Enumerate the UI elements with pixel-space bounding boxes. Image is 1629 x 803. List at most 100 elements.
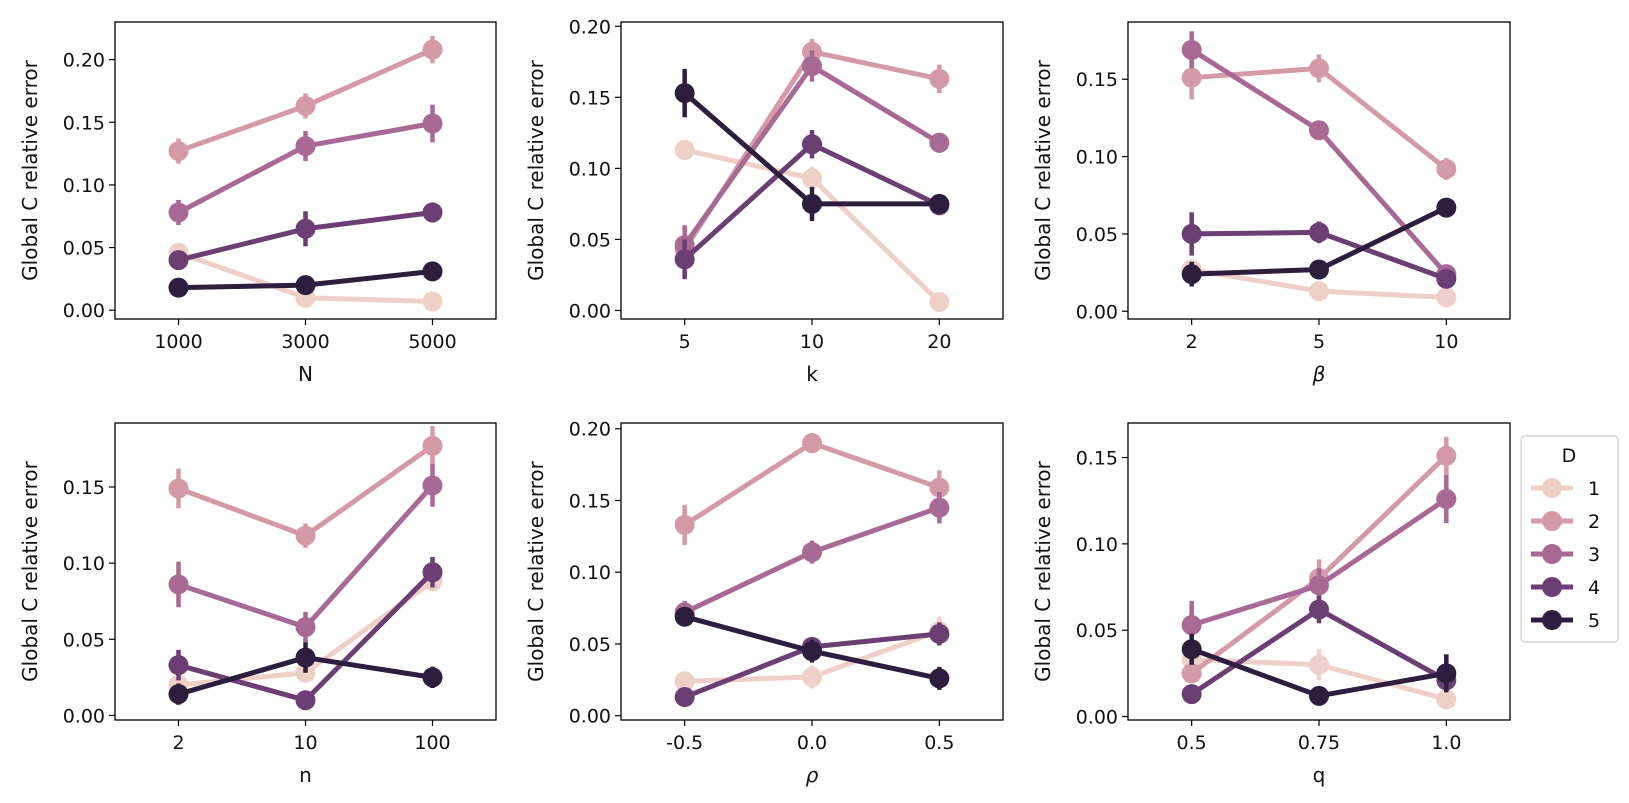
- series-D-2: [674, 433, 950, 545]
- data-point: [422, 435, 443, 456]
- chart-panel-4: 0.00 0.05 0.10 0.15 2 10 100 n Global C relative…: [18, 422, 497, 787]
- y-tick-label: 0.10: [1076, 534, 1118, 556]
- y-tick-label: 0.15: [1076, 69, 1118, 91]
- series-line: [1189, 65, 1449, 172]
- x-tick-label: 5: [1313, 331, 1325, 353]
- series-D-5: [168, 261, 443, 298]
- data-point: [295, 218, 316, 239]
- x-tick-label: 1.0: [1431, 732, 1461, 754]
- series-D-5: [1181, 197, 1457, 287]
- chart-panel-3: 0.00 0.05 0.10 0.15 2 5 10 β Global C relative e…: [1031, 21, 1511, 386]
- series-D-3: [674, 491, 950, 624]
- legend: D1 2 3 4 5: [1520, 435, 1619, 643]
- y-tick-label: 0.05: [63, 238, 105, 260]
- data-point: [422, 562, 443, 583]
- chart-panel-1: 0.00 0.05 0.10 0.15 0.20 1000 3000 5000 N Global …: [18, 21, 497, 386]
- data-point: [674, 514, 695, 535]
- series-D-4: [168, 202, 443, 271]
- data-point: [929, 623, 950, 644]
- data-point: [168, 478, 189, 499]
- legend-entry-4: 4: [1531, 577, 1600, 599]
- y-tick-label: 0.15: [63, 477, 105, 499]
- data-point: [168, 250, 189, 271]
- data-point: [1309, 120, 1329, 141]
- data-point: [168, 655, 189, 676]
- legend-entry-3: 3: [1531, 544, 1600, 566]
- data-point: [1181, 639, 1202, 660]
- x-axis-label: β: [1312, 362, 1326, 386]
- y-tick-label: 0.10: [569, 158, 611, 180]
- data-point: [1181, 264, 1202, 285]
- legend-swatch-marker: [1542, 478, 1562, 498]
- data-point: [1181, 39, 1202, 60]
- y-tick-label: 0.00: [1076, 301, 1118, 323]
- y-tick-label: 0.15: [63, 112, 105, 134]
- y-tick-label: 0.05: [1076, 224, 1118, 246]
- y-tick-label: 0.00: [63, 705, 105, 727]
- data-point: [674, 606, 695, 627]
- y-tick-label: 0.00: [569, 300, 611, 322]
- data-point: [802, 193, 822, 214]
- x-tick-label: 5000: [408, 331, 456, 353]
- x-axis-label: ρ: [806, 763, 819, 787]
- data-point: [422, 39, 443, 60]
- data-point: [802, 542, 822, 563]
- x-tick-label: -0.5: [666, 732, 703, 754]
- data-point: [295, 95, 316, 116]
- legend-title: D: [1562, 445, 1577, 467]
- legend-swatch-marker: [1542, 610, 1562, 630]
- data-point: [1309, 575, 1329, 596]
- series-D-5: [1181, 633, 1457, 706]
- x-tick-label: 10: [800, 331, 824, 353]
- data-point: [422, 475, 443, 496]
- y-tick-label: 0.20: [569, 419, 611, 441]
- y-tick-label: 0.05: [1076, 620, 1118, 642]
- data-point: [168, 141, 189, 162]
- y-axis-label: Global C relative error: [1031, 59, 1055, 280]
- data-point: [295, 690, 316, 711]
- data-point: [1181, 663, 1202, 684]
- y-tick-label: 0.00: [569, 706, 611, 728]
- data-point: [1309, 281, 1329, 302]
- data-point: [1436, 689, 1457, 710]
- data-point: [1309, 58, 1329, 79]
- x-tick-label: 10: [1434, 331, 1458, 353]
- data-point: [422, 667, 443, 688]
- x-axis-label: N: [298, 362, 313, 386]
- data-point: [929, 132, 950, 153]
- data-point: [1309, 654, 1329, 675]
- legend-swatch-marker: [1542, 511, 1562, 531]
- data-point: [1436, 445, 1457, 466]
- x-tick-label: 20: [927, 331, 951, 353]
- x-tick-label: 0.5: [1177, 732, 1207, 754]
- data-point: [295, 136, 316, 157]
- series-D-3: [168, 464, 443, 643]
- legend-entry-5: 5: [1531, 610, 1600, 632]
- series-D-5: [674, 68, 950, 221]
- x-axis-label: n: [299, 763, 312, 787]
- y-axis-label: Global C relative error: [18, 460, 42, 681]
- chart-panel-5: 0.00 0.05 0.10 0.15 0.20 -0.5 0.0 0.5 ρ Global C …: [524, 419, 1004, 787]
- x-tick-label: 100: [414, 732, 450, 754]
- series-D-2: [168, 426, 443, 548]
- y-tick-label: 0.20: [63, 50, 105, 72]
- chart-panel-6: 0.00 0.05 0.10 0.15 0.5 0.75 1.0 q Global C rela…: [1031, 422, 1511, 787]
- data-point: [802, 641, 822, 662]
- data-point: [1181, 67, 1202, 88]
- y-axis-label: Global C relative error: [18, 59, 42, 280]
- data-point: [1181, 684, 1202, 705]
- data-point: [168, 574, 189, 595]
- data-point: [929, 497, 950, 518]
- y-axis-label: Global C relative error: [1031, 460, 1055, 681]
- data-point: [168, 277, 189, 298]
- x-tick-label: 3000: [281, 331, 329, 353]
- x-tick-label: 2: [172, 732, 184, 754]
- data-point: [674, 83, 695, 104]
- series-D-4: [1181, 212, 1457, 289]
- legend-entry-label: 3: [1588, 544, 1600, 566]
- y-tick-label: 0.05: [569, 634, 611, 656]
- y-tick-label: 0.15: [569, 490, 611, 512]
- data-point: [929, 291, 950, 312]
- data-point: [1436, 287, 1457, 308]
- x-tick-label: 0.75: [1298, 732, 1340, 754]
